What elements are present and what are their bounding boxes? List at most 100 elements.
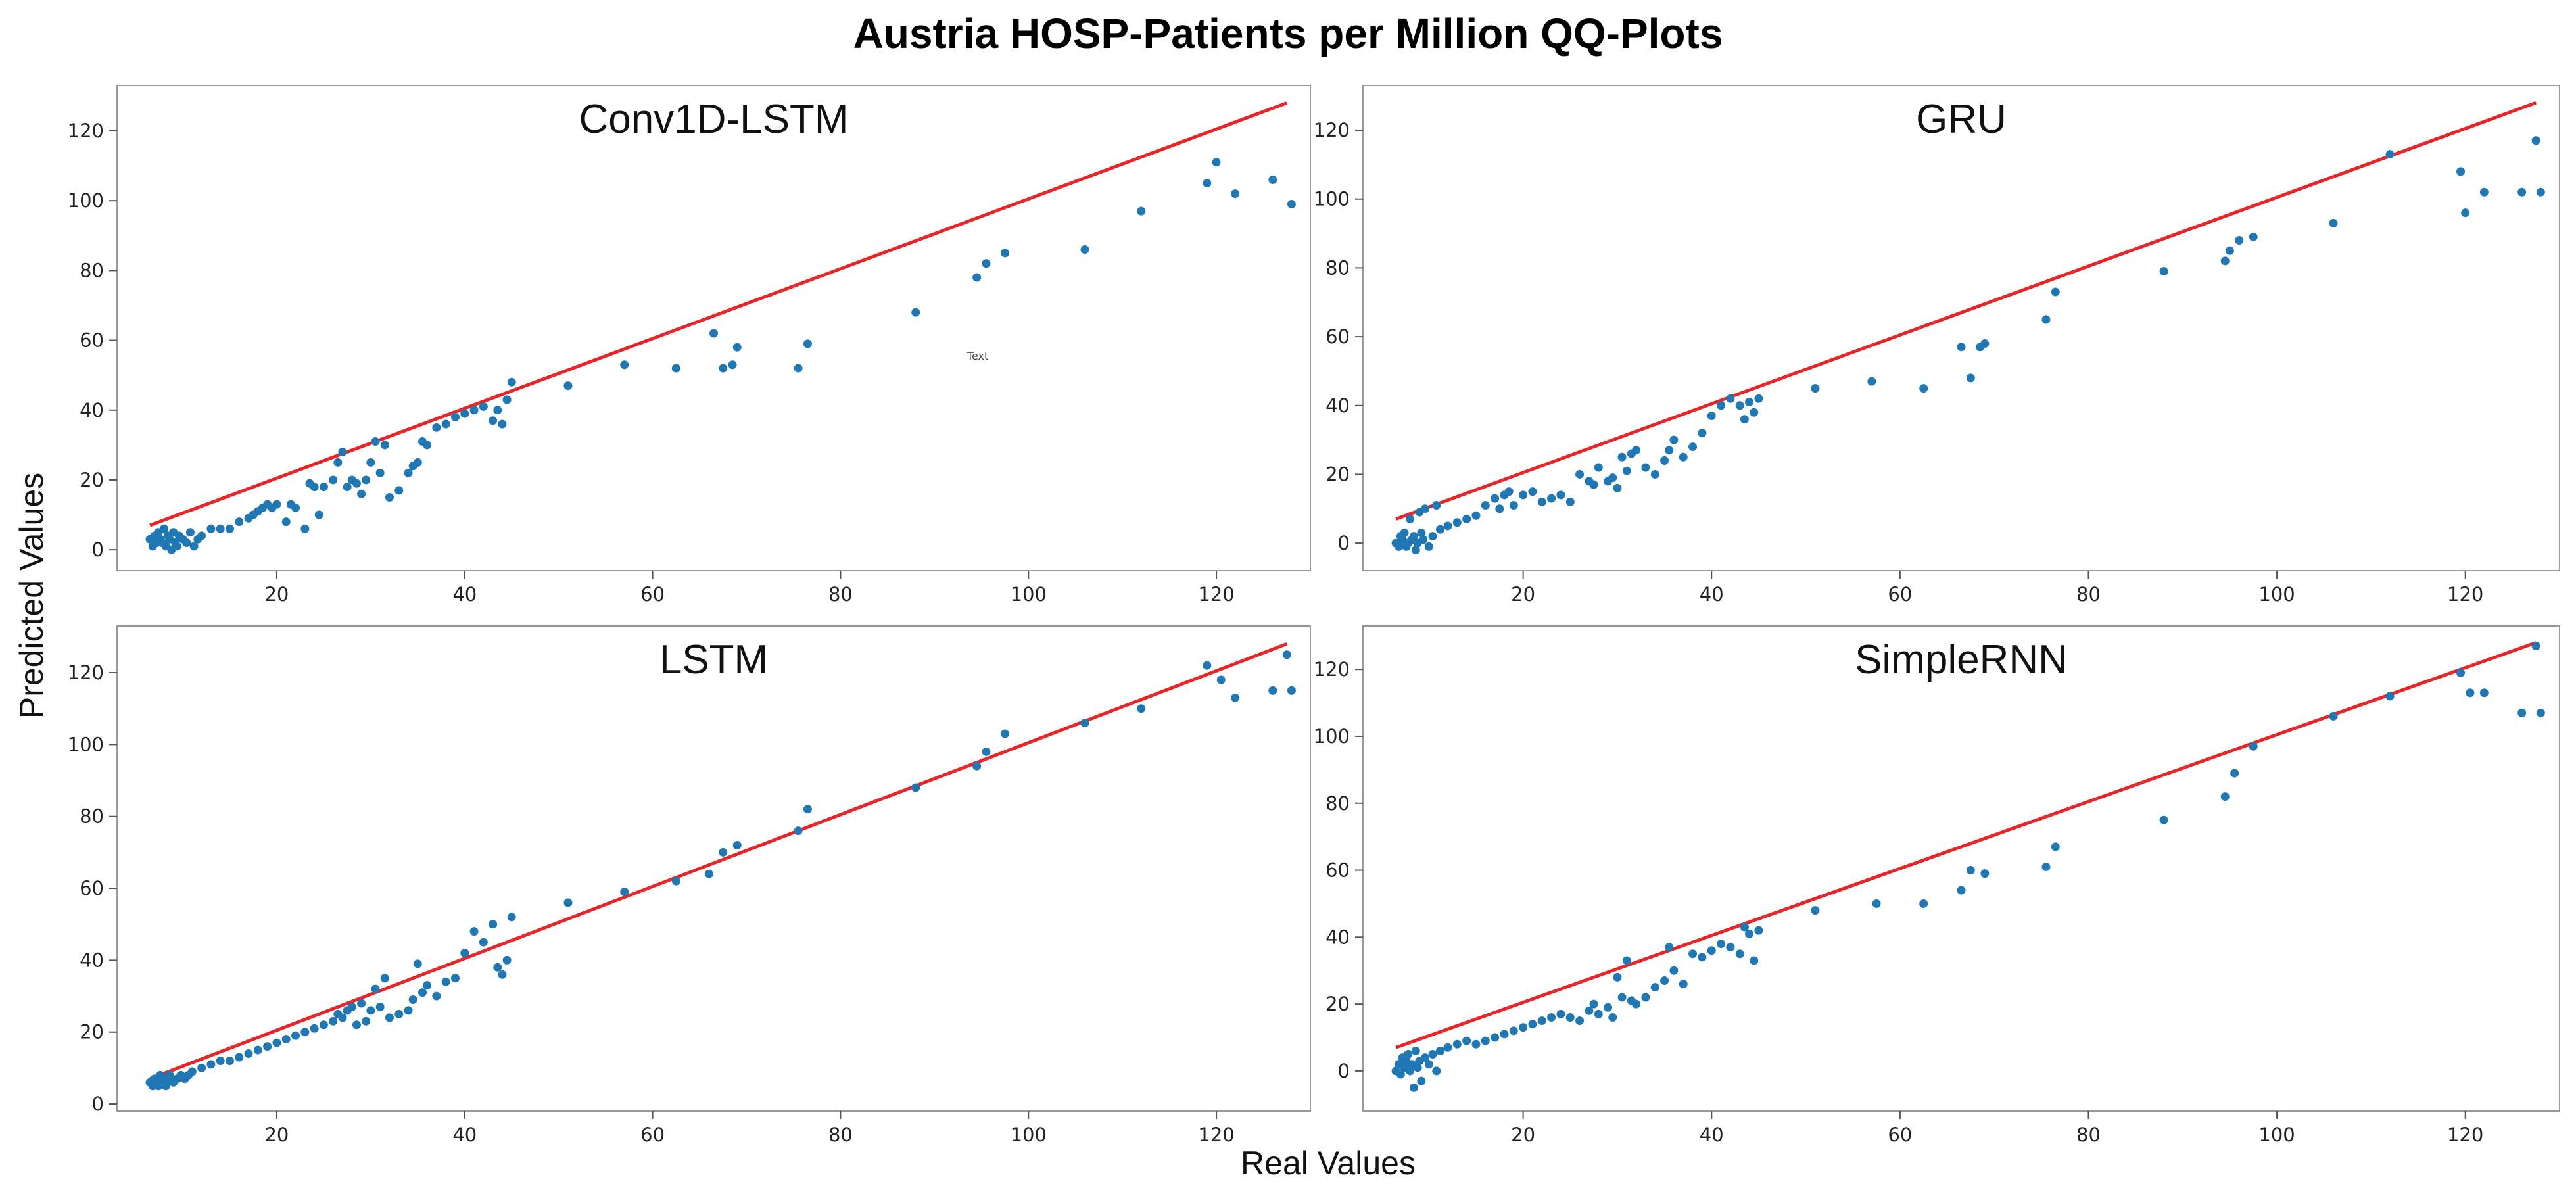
data-point bbox=[1750, 956, 1759, 965]
data-point bbox=[1443, 1043, 1452, 1052]
data-point bbox=[2531, 642, 2540, 651]
x-tick-label: 60 bbox=[640, 1124, 665, 1146]
data-point bbox=[1428, 532, 1437, 541]
data-point bbox=[1462, 1036, 1471, 1045]
data-point bbox=[300, 1028, 310, 1037]
data-point bbox=[620, 888, 629, 897]
data-point bbox=[1556, 1009, 1565, 1018]
data-point bbox=[1203, 661, 1212, 670]
data-point bbox=[1001, 249, 1010, 258]
data-point bbox=[1632, 446, 1641, 455]
x-tick-label: 20 bbox=[264, 583, 289, 606]
data-point bbox=[2329, 218, 2338, 227]
plot-title-2: LSTM bbox=[659, 637, 768, 682]
data-point bbox=[1424, 1060, 1433, 1069]
data-point bbox=[728, 360, 737, 370]
data-point bbox=[2041, 862, 2051, 871]
data-point bbox=[1617, 452, 1627, 462]
data-point bbox=[2235, 236, 2244, 245]
data-point bbox=[1421, 1053, 1430, 1062]
data-point bbox=[352, 479, 361, 488]
y-tick-label: 0 bbox=[1338, 532, 1350, 554]
data-point bbox=[1669, 966, 1679, 975]
data-point bbox=[671, 876, 680, 886]
x-tick-label: 100 bbox=[2258, 1124, 2295, 1146]
data-point bbox=[1231, 693, 1240, 702]
data-point bbox=[371, 984, 380, 993]
data-point bbox=[1608, 1013, 1617, 1022]
data-point bbox=[498, 970, 507, 979]
data-point bbox=[2517, 708, 2527, 717]
x-tick-label: 60 bbox=[640, 583, 665, 606]
data-point bbox=[1481, 1036, 1490, 1045]
data-point bbox=[2230, 769, 2239, 778]
y-tick-label: 60 bbox=[80, 329, 104, 352]
data-point bbox=[2385, 692, 2395, 701]
data-point bbox=[563, 898, 573, 907]
data-point bbox=[159, 524, 168, 533]
data-point bbox=[1613, 972, 1622, 982]
data-point bbox=[469, 406, 479, 415]
data-point bbox=[563, 381, 573, 391]
data-point bbox=[417, 988, 427, 997]
data-point bbox=[1547, 1013, 1556, 1022]
data-point bbox=[404, 1006, 413, 1015]
data-point bbox=[2461, 208, 2470, 218]
data-point bbox=[1528, 1020, 1537, 1029]
data-point bbox=[489, 416, 498, 425]
x-tick-label: 80 bbox=[2076, 1124, 2101, 1146]
data-point bbox=[1617, 993, 1627, 1002]
data-point bbox=[1537, 497, 1546, 506]
x-tick-label: 100 bbox=[2258, 583, 2295, 606]
data-point bbox=[1519, 1023, 1528, 1032]
data-point bbox=[1966, 866, 1975, 875]
y-tick-label: 100 bbox=[68, 733, 104, 755]
data-point bbox=[357, 999, 366, 1008]
x-axis-label: Real Values bbox=[1241, 1145, 1416, 1181]
data-point bbox=[1707, 411, 1716, 420]
data-point bbox=[1980, 339, 1990, 348]
data-point bbox=[493, 406, 502, 415]
data-point bbox=[1432, 1066, 1441, 1076]
data-point bbox=[803, 805, 812, 814]
data-point bbox=[310, 1024, 319, 1033]
data-point bbox=[1509, 1026, 1518, 1036]
y-tick-label: 120 bbox=[68, 120, 104, 142]
data-point bbox=[362, 475, 371, 485]
data-point bbox=[197, 531, 206, 540]
data-point bbox=[1481, 501, 1490, 510]
data-point bbox=[394, 486, 404, 495]
data-point bbox=[1428, 1049, 1437, 1059]
data-point bbox=[1471, 1039, 1481, 1049]
x-tick-label: 120 bbox=[2447, 1124, 2483, 1146]
data-point bbox=[1726, 943, 1735, 952]
y-tick-label: 80 bbox=[1325, 256, 1350, 279]
data-point bbox=[1679, 980, 1688, 989]
data-point bbox=[1811, 906, 1820, 915]
y-tick-label: 20 bbox=[80, 1021, 104, 1043]
data-point bbox=[1491, 494, 1500, 503]
data-point bbox=[1528, 487, 1537, 496]
data-point bbox=[794, 364, 803, 373]
data-point bbox=[1216, 675, 1226, 684]
data-point bbox=[972, 273, 982, 282]
data-point bbox=[1491, 1033, 1500, 1042]
data-point bbox=[1268, 686, 1277, 695]
data-point bbox=[732, 840, 742, 849]
data-point bbox=[1080, 245, 1089, 254]
data-point bbox=[291, 1031, 300, 1040]
y-tick-label: 20 bbox=[1325, 993, 1350, 1015]
x-tick-label: 120 bbox=[1198, 1124, 1234, 1146]
data-point bbox=[972, 761, 982, 771]
data-point bbox=[2220, 792, 2230, 801]
data-point bbox=[1919, 384, 1928, 393]
data-point bbox=[1669, 435, 1679, 444]
y-tick-label: 40 bbox=[1325, 926, 1350, 948]
data-point bbox=[1452, 518, 1462, 527]
data-point bbox=[911, 308, 920, 317]
data-point bbox=[1735, 949, 1744, 959]
data-point bbox=[314, 510, 323, 519]
data-point bbox=[1432, 501, 1441, 510]
data-point bbox=[911, 783, 920, 792]
data-point bbox=[719, 364, 728, 373]
